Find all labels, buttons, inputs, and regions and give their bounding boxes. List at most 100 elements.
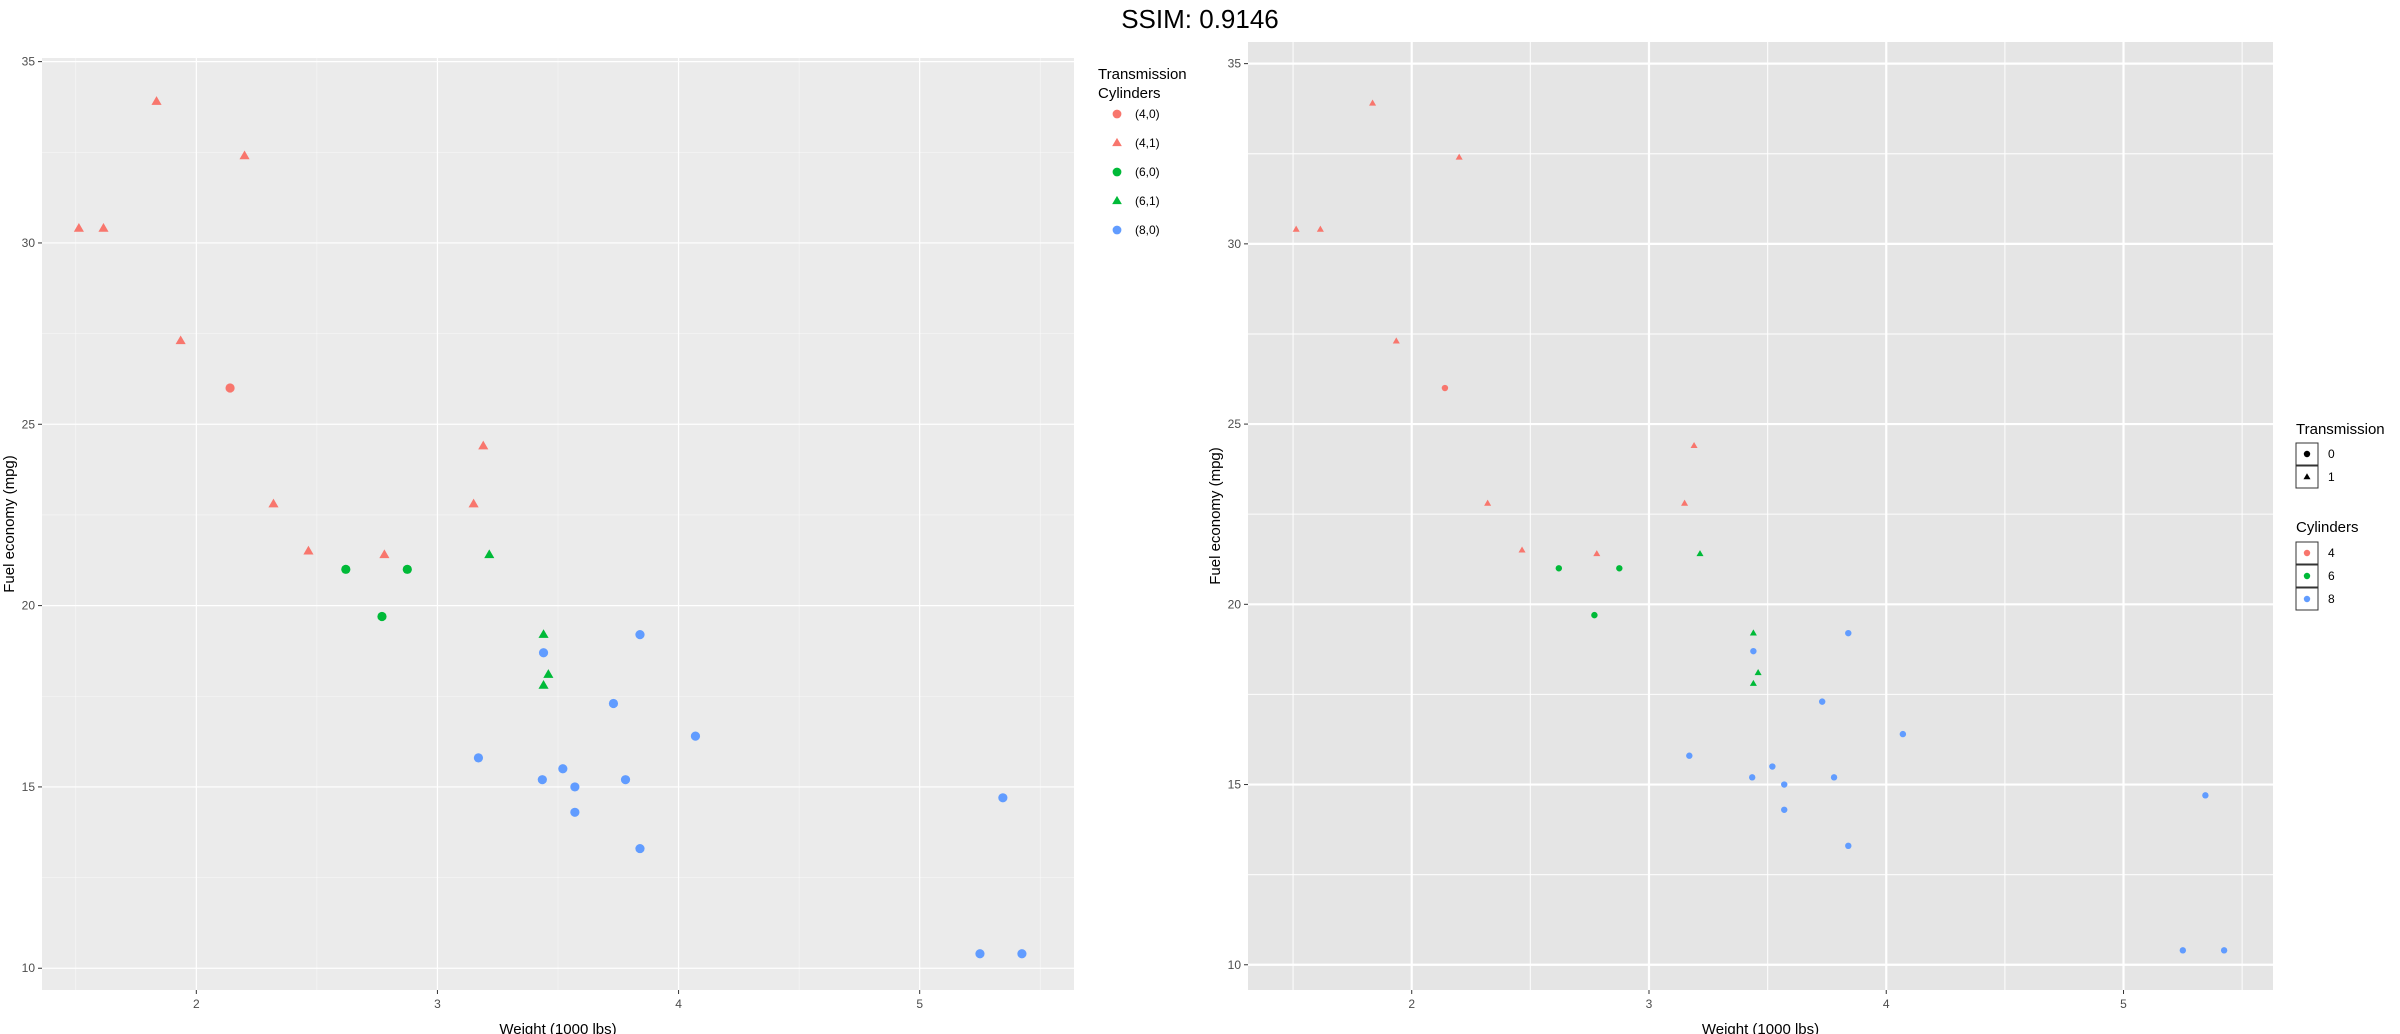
legend-label: (4,0) [1135,107,1160,121]
data-point [608,698,619,709]
data-point [1781,806,1788,813]
y-tick-label: 25 [1228,417,1242,431]
data-point [1750,647,1757,655]
data-point [558,764,568,774]
data-point [484,549,495,559]
data-point [268,498,279,508]
legend-title: Transmission [2296,421,2385,438]
data-point [690,731,701,741]
x-tick-label: 4 [675,997,682,1011]
data-point [538,648,549,658]
legend-title: Cylinders [2296,519,2359,536]
x-tick-label: 5 [916,997,923,1011]
data-point [543,669,554,678]
legend-key [2303,595,2311,603]
data-point [998,793,1008,803]
data-point [1748,774,1756,781]
y-tick-label: 30 [22,236,36,250]
data-point [473,753,484,763]
x-tick-label: 3 [434,997,441,1011]
legend-title: Cylinders [1098,85,1161,102]
data-point [1292,225,1300,232]
legend-key [1112,167,1122,177]
data-point [151,96,162,105]
data-point [1017,949,1027,959]
data-point [1681,499,1689,506]
x-tick-label: 3 [1646,997,1653,1011]
data-point [975,949,985,959]
data-point [341,564,351,574]
legend-label: 4 [2328,546,2335,560]
legend-label: (8,0) [1135,223,1160,237]
data-point [1696,550,1704,557]
data-point [225,383,235,393]
data-point [635,630,645,640]
data-point [377,611,387,622]
legend-key [2303,549,2311,557]
y-tick-label: 10 [1228,958,1242,972]
data-point [1369,99,1377,106]
legend-label: 8 [2328,592,2335,606]
data-point [570,807,580,817]
y-tick-label: 20 [1228,597,1242,611]
x-tick-label: 2 [193,997,200,1011]
data-point [1899,730,1907,738]
data-point [2179,947,2187,954]
legend-title: Transmission [1098,66,1187,83]
data-point [538,629,549,638]
data-point [1818,698,1826,705]
y-tick-label: 35 [22,55,36,69]
data-point [1316,225,1324,232]
data-point [1845,629,1852,637]
data-point [1455,153,1463,160]
data-point [1392,337,1400,344]
y-tick-label: 15 [1228,778,1242,792]
legend-key [1112,195,1122,205]
data-point [1690,441,1698,449]
data-point [635,843,645,854]
data-point [1593,550,1601,557]
data-point [538,679,549,689]
legend-key [1112,137,1122,147]
data-point [1769,763,1776,770]
legend-key [2303,572,2311,580]
data-point [239,150,250,160]
y-axis-title: Fuel economy (mpg) [1,455,18,593]
legend-key [2303,473,2311,480]
page-title: SSIM: 0.9146 [1121,4,1279,34]
legend-label: 6 [2328,569,2335,583]
left-chart: 2 3 4 5 10 15 20 25 30 35 Weight (1000 lbs) Fuel ec… [1,55,1187,1034]
data-point [1484,499,1492,506]
data-point [570,782,580,792]
y-tick-label: 30 [1228,237,1242,251]
data-point [1441,384,1449,392]
data-point [379,549,390,559]
data-point [2202,792,2209,799]
y-tick-label: 15 [22,780,36,794]
y-tick-label: 20 [22,599,36,613]
data-point [1749,629,1757,636]
data-point [402,564,412,574]
data-point [620,775,631,785]
x-axis-title: Weight (1000 lbs) [499,1021,616,1034]
y-tick-label: 35 [1228,57,1242,71]
data-point [537,775,547,785]
data-point [73,223,84,232]
data-point [1555,565,1563,572]
data-point [303,545,314,555]
data-point [1845,842,1852,850]
data-point [1518,546,1526,553]
x-tick-label: 5 [2120,997,2127,1011]
data-point [1749,679,1757,686]
data-point [98,223,109,232]
data-point [1686,752,1693,759]
y-tick-label: 25 [22,417,36,431]
x-axis-title: Weight (1000 lbs) [1702,1021,1819,1034]
data-point [1754,669,1762,676]
data-point [2220,947,2228,954]
data-point [1781,781,1788,788]
legend-label: (6,1) [1135,194,1160,208]
x-tick-label: 2 [1408,997,1415,1011]
data-point [1830,774,1838,781]
